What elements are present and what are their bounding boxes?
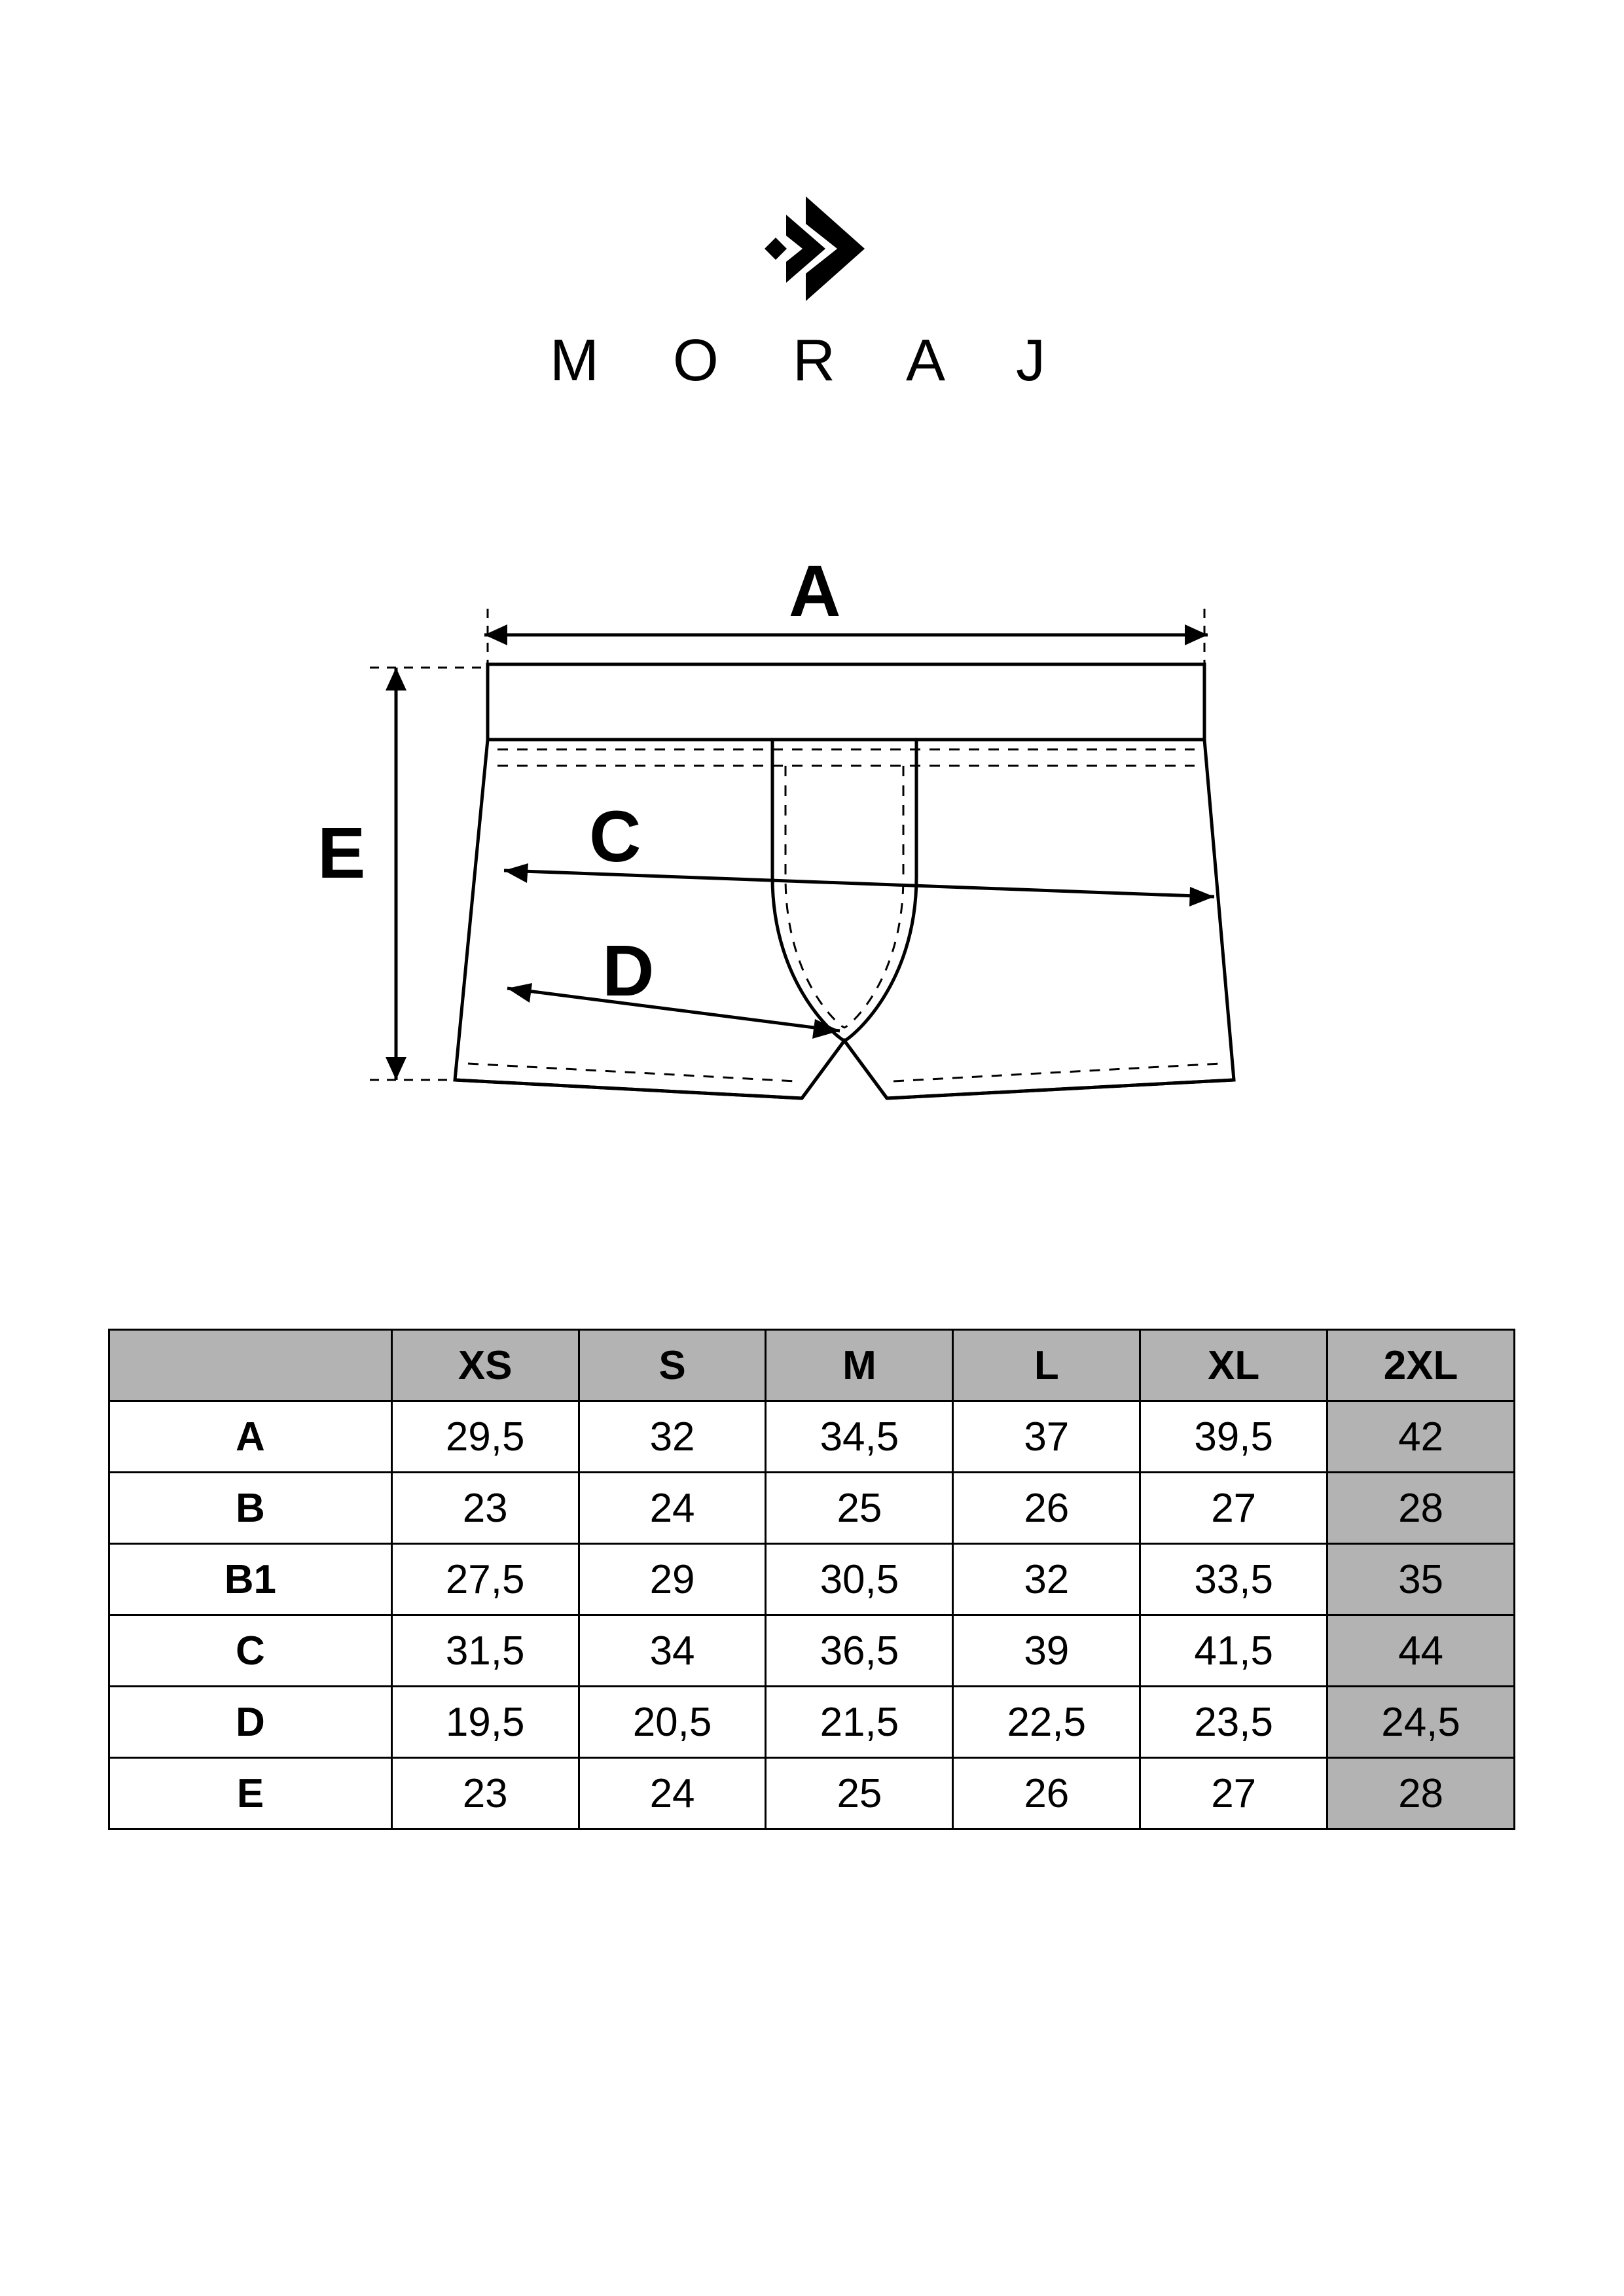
- header-l: L: [953, 1330, 1140, 1401]
- table-row: D 19,5 20,5 21,5 22,5 23,5 24,5: [109, 1687, 1515, 1758]
- cell: 26: [953, 1473, 1140, 1544]
- cell: 29,5: [391, 1401, 579, 1473]
- row-label: B: [109, 1473, 392, 1544]
- cell: 28: [1327, 1473, 1515, 1544]
- cell: 23,5: [1140, 1687, 1327, 1758]
- header-m: M: [766, 1330, 953, 1401]
- cell: 24: [579, 1473, 766, 1544]
- cell: 25: [766, 1758, 953, 1829]
- table-row: B1 27,5 29 30,5 32 33,5 35: [109, 1544, 1515, 1615]
- header-2xl: 2XL: [1327, 1330, 1515, 1401]
- dim-label-c: C: [589, 795, 641, 878]
- garment-svg: [370, 569, 1254, 1132]
- cell: 25: [766, 1473, 953, 1544]
- cell: 19,5: [391, 1687, 579, 1758]
- cell: 24: [579, 1758, 766, 1829]
- cell: 21,5: [766, 1687, 953, 1758]
- table-row: B 23 24 25 26 27 28: [109, 1473, 1515, 1544]
- cell: 27,5: [391, 1544, 579, 1615]
- cell: 44: [1327, 1615, 1515, 1687]
- cell: 32: [953, 1544, 1140, 1615]
- cell: 23: [391, 1473, 579, 1544]
- brand-name: M O R A J: [550, 327, 1074, 395]
- dim-label-d: D: [602, 929, 654, 1013]
- cell: 23: [391, 1758, 579, 1829]
- cell: 36,5: [766, 1615, 953, 1687]
- header-xs: XS: [391, 1330, 579, 1401]
- garment-diagram: A E C D: [370, 569, 1254, 1132]
- cell: 27: [1140, 1473, 1327, 1544]
- table-row: E 23 24 25 26 27 28: [109, 1758, 1515, 1829]
- table-row: C 31,5 34 36,5 39 41,5 44: [109, 1615, 1515, 1687]
- cell: 20,5: [579, 1687, 766, 1758]
- cell: 39,5: [1140, 1401, 1327, 1473]
- cell: 42: [1327, 1401, 1515, 1473]
- cell: 41,5: [1140, 1615, 1327, 1687]
- row-label: E: [109, 1758, 392, 1829]
- header-xl: XL: [1140, 1330, 1327, 1401]
- cell: 28: [1327, 1758, 1515, 1829]
- cell: 22,5: [953, 1687, 1140, 1758]
- row-label: D: [109, 1687, 392, 1758]
- cell: 30,5: [766, 1544, 953, 1615]
- header-blank: [109, 1330, 392, 1401]
- cell: 34: [579, 1615, 766, 1687]
- cell: 27: [1140, 1758, 1327, 1829]
- brand-logo-icon: [740, 196, 884, 301]
- row-label: C: [109, 1615, 392, 1687]
- cell: 35: [1327, 1544, 1515, 1615]
- cell: 24,5: [1327, 1687, 1515, 1758]
- brand-logo: M O R A J: [0, 196, 1624, 395]
- row-label: B1: [109, 1544, 392, 1615]
- cell: 32: [579, 1401, 766, 1473]
- cell: 29: [579, 1544, 766, 1615]
- cell: 34,5: [766, 1401, 953, 1473]
- cell: 33,5: [1140, 1544, 1327, 1615]
- cell: 26: [953, 1758, 1140, 1829]
- table-row: A 29,5 32 34,5 37 39,5 42: [109, 1401, 1515, 1473]
- cell: 31,5: [391, 1615, 579, 1687]
- size-table: XS S M L XL 2XL A 29,5 32 34,5 37 39,5 4…: [108, 1329, 1515, 1830]
- cell: 37: [953, 1401, 1140, 1473]
- dim-label-a: A: [789, 550, 840, 633]
- table-header-row: XS S M L XL 2XL: [109, 1330, 1515, 1401]
- cell: 39: [953, 1615, 1140, 1687]
- row-label: A: [109, 1401, 392, 1473]
- dim-label-e: E: [317, 812, 365, 895]
- header-s: S: [579, 1330, 766, 1401]
- size-chart-page: M O R A J A E C D: [0, 0, 1624, 2296]
